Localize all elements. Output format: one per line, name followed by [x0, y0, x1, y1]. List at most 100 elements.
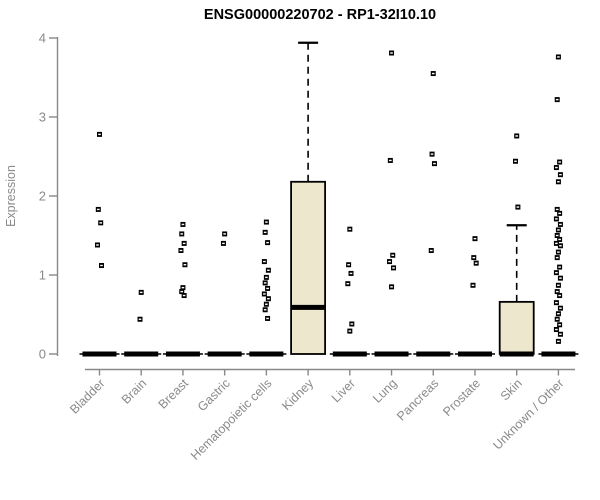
median-line-lung: [374, 351, 409, 357]
median-line-skin: [499, 351, 534, 357]
data-point-center-brain: [139, 291, 143, 294]
data-point-center-lung: [388, 260, 391, 263]
data-point-center-unknown-other: [555, 208, 559, 211]
data-point-center-pancreas: [431, 72, 435, 75]
data-point-center-prostate: [474, 262, 478, 264]
x-tick-label-breast: Breast: [156, 376, 192, 412]
data-point-center-unknown-other: [558, 238, 561, 241]
data-point-center-unknown-other: [557, 340, 560, 343]
data-point-center-hematopoietic-cells: [263, 231, 267, 234]
data-point-center-lung: [390, 52, 393, 54]
data-point-center-hematopoietic-cells: [266, 241, 269, 244]
x-tick-label-unknown-other: Unknown / Other: [490, 376, 566, 452]
data-point-center-unknown-other: [557, 251, 560, 253]
data-point-center-breast: [179, 249, 183, 252]
y-tick-label: 3: [39, 110, 46, 125]
data-point-center-bladder: [100, 264, 103, 267]
data-point-center-unknown-other: [557, 181, 560, 183]
data-point-center-brain: [138, 318, 142, 320]
data-point-center-breast: [182, 294, 186, 297]
data-point-center-unknown-other: [559, 307, 562, 309]
data-point-center-unknown-other: [555, 166, 558, 169]
plot-marks: [79, 41, 579, 357]
data-point-center-unknown-other: [558, 324, 561, 326]
box-kidney: [290, 180, 327, 355]
x-tick-label-prostate: Prostate: [440, 376, 483, 419]
data-point-center-unknown-other: [555, 218, 558, 220]
median-line-gastric: [207, 351, 242, 357]
chart-title: ENSG00000220702 - RP1-32I10.10: [204, 7, 436, 23]
median-line-unknown-other: [541, 351, 576, 357]
data-point-center-hematopoietic-cells: [263, 309, 267, 311]
data-point-center-lung: [389, 159, 392, 162]
data-point-center-unknown-other: [555, 256, 559, 259]
data-point-center-unknown-other: [555, 318, 559, 320]
median-line-brain: [124, 351, 159, 357]
data-point-center-prostate: [471, 284, 475, 286]
data-point-center-hematopoietic-cells: [265, 221, 268, 223]
data-point-center-unknown-other: [559, 223, 562, 226]
data-point-center-unknown-other: [555, 290, 559, 293]
data-point-center-hematopoietic-cells: [263, 260, 266, 263]
data-point-center-unknown-other: [555, 234, 559, 237]
data-point-center-unknown-other: [559, 245, 562, 247]
y-tick-label: 0: [39, 347, 46, 362]
data-point-center-unknown-other: [555, 242, 558, 245]
data-point-center-hematopoietic-cells: [266, 317, 269, 320]
data-point-center-prostate: [472, 256, 476, 259]
data-point-center-unknown-other: [558, 294, 561, 297]
median-line-hematopoietic-cells: [249, 351, 284, 357]
data-point-center-liver: [348, 330, 352, 332]
data-point-center-unknown-other: [557, 56, 560, 58]
median-line-kidney: [291, 304, 326, 310]
data-point-center-unknown-other: [558, 161, 561, 163]
data-point-center-breast: [183, 264, 187, 266]
data-point-center-lung: [392, 267, 395, 269]
y-tick-label: 4: [39, 31, 46, 46]
median-line-liver: [332, 351, 367, 357]
x-tick-label-skin: Skin: [498, 376, 525, 403]
data-point-center-hematopoietic-cells: [267, 269, 270, 271]
data-point-center-hematopoietic-cells: [263, 282, 267, 284]
data-point-center-bladder: [99, 222, 102, 224]
x-tick-label-hematopoietic-cells: Hematopoietic cells: [188, 376, 275, 463]
data-point-center-pancreas: [429, 249, 433, 252]
data-point-center-unknown-other: [557, 229, 560, 231]
x-tick-label-lung: Lung: [370, 376, 400, 406]
box-skin: [498, 300, 535, 355]
data-point-center-pancreas: [433, 162, 436, 165]
data-point-center-unknown-other: [555, 301, 558, 304]
x-tick-label-gastric: Gastric: [195, 376, 233, 414]
data-point-center-liver: [350, 323, 354, 325]
data-point-center-hematopoietic-cells: [265, 276, 268, 279]
y-axis-title: Expression: [4, 165, 18, 227]
x-tick-label-pancreas: Pancreas: [394, 376, 441, 423]
y-tick-label: 1: [39, 268, 46, 283]
x-tick-label-kidney: Kidney: [279, 376, 316, 413]
data-point-center-liver: [348, 228, 352, 230]
data-point-center-unknown-other: [557, 313, 560, 315]
data-point-center-bladder: [97, 208, 100, 211]
median-line-breast: [165, 351, 200, 357]
data-point-center-unknown-other: [555, 98, 559, 101]
x-tick-label-bladder: Bladder: [67, 376, 107, 416]
data-point-center-hematopoietic-cells: [266, 287, 269, 290]
data-point-center-breast: [180, 233, 184, 235]
data-point-center-gastric: [222, 242, 225, 245]
data-point-center-hematopoietic-cells: [263, 293, 266, 295]
data-point-center-unknown-other: [559, 333, 562, 335]
data-point-center-breast: [182, 242, 186, 245]
data-point-center-skin: [514, 160, 517, 162]
data-point-center-unknown-other: [555, 271, 558, 274]
x-tick-label-liver: Liver: [329, 376, 358, 405]
data-point-center-liver: [347, 264, 350, 266]
data-point-center-bladder: [98, 133, 101, 136]
median-line-prostate: [457, 351, 492, 357]
median-line-bladder: [82, 351, 117, 357]
data-point-center-liver: [346, 282, 350, 285]
x-tick-label-brain: Brain: [119, 376, 150, 407]
data-point-center-breast: [181, 286, 185, 289]
data-point-center-skin: [516, 206, 520, 208]
data-point-center-hematopoietic-cells: [267, 298, 270, 300]
